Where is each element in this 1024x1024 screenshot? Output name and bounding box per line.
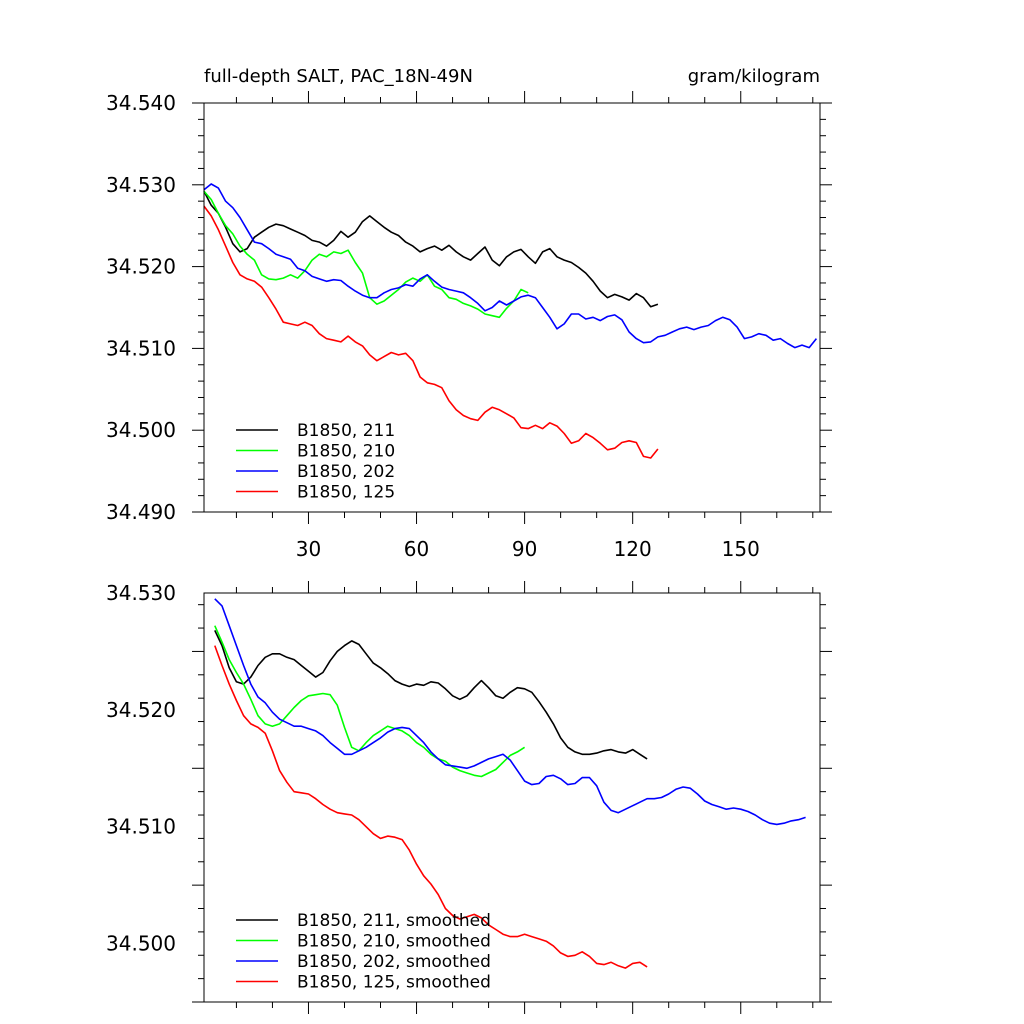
- legend-label: B1850, 211, smoothed: [297, 911, 491, 931]
- series-line: [214, 630, 648, 760]
- y-tick-label: 34.500: [106, 932, 176, 956]
- plot-area: [214, 598, 806, 969]
- x-tick-label: 60: [404, 537, 429, 561]
- x-tick-label: 30: [296, 537, 321, 561]
- series-line: [203, 205, 659, 459]
- x-tick-label: 150: [722, 537, 760, 561]
- y-tick-label: 34.510: [106, 815, 176, 839]
- top-panel: full-depth SALT, PAC_18N-49N gram/kilogr…: [106, 66, 832, 561]
- y-axis: 34.490 34.500 34.510 34.520 34.530 34.540: [106, 91, 176, 524]
- y-tick-label: 34.490: [106, 500, 176, 524]
- series-line: [214, 625, 526, 778]
- y-tick-label: 34.520: [106, 698, 176, 722]
- legend-label: B1850, 210: [297, 442, 395, 462]
- bottom-panel: 34.500 34.510 34.520 34.530 B1850, 211, smo…: [106, 581, 832, 1014]
- x-tick-label: 90: [512, 537, 537, 561]
- legend-label: B1850, 210, smoothed: [297, 932, 491, 952]
- y-tick-label: 34.500: [106, 418, 176, 442]
- series-line: [203, 183, 818, 349]
- legend-label: B1850, 125, smoothed: [297, 973, 491, 993]
- plot-area: [203, 183, 818, 459]
- y-axis: 34.500 34.510 34.520 34.530: [106, 581, 176, 956]
- chart-units: gram/kilogram: [688, 66, 820, 87]
- y-tick-label: 34.530: [106, 173, 176, 197]
- plot-frame: [203, 592, 821, 1003]
- series-line: [214, 645, 648, 969]
- axis-ticks: [192, 91, 832, 524]
- plot-frame: [203, 102, 821, 513]
- chart-title: full-depth SALT, PAC_18N-49N: [204, 66, 473, 87]
- legend-label: B1850, 125: [297, 483, 395, 503]
- axis-ticks: [192, 581, 832, 1014]
- series-line: [214, 598, 806, 826]
- legend-label: B1850, 202, smoothed: [297, 952, 491, 972]
- legend-label: B1850, 211: [297, 421, 395, 441]
- y-tick-label: 34.510: [106, 336, 176, 360]
- series-line: [203, 190, 529, 319]
- y-tick-label: 34.520: [106, 255, 176, 279]
- series-line: [203, 190, 659, 308]
- x-axis: 30 60 90 120 150: [296, 537, 760, 561]
- legend-label: B1850, 202: [297, 462, 395, 482]
- y-tick-label: 34.540: [106, 91, 176, 115]
- y-tick-label: 34.530: [106, 581, 176, 605]
- x-tick-label: 120: [614, 537, 652, 561]
